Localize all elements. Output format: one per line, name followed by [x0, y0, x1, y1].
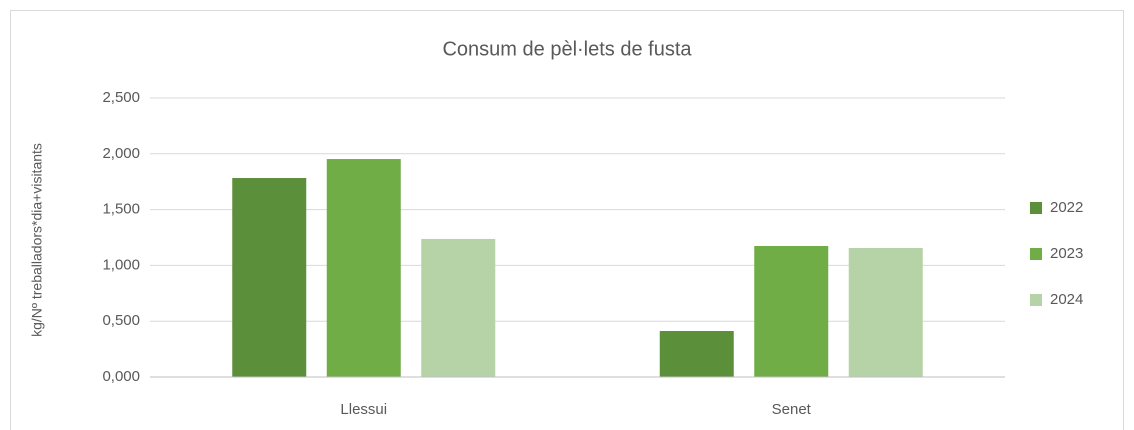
- y-axis-title: kg/Nº treballadors*dia+visitants: [29, 143, 45, 337]
- legend-label: 2022: [1050, 199, 1083, 216]
- bar: [754, 245, 829, 377]
- bar: [848, 247, 923, 377]
- x-tick-label: Llessui: [340, 401, 387, 418]
- legend-label: 2023: [1050, 245, 1083, 262]
- y-tick-label: 0,500: [102, 312, 140, 329]
- legend-swatch: [1030, 294, 1042, 306]
- y-tick-label: 2,500: [102, 89, 140, 106]
- bar: [421, 238, 496, 377]
- chart-border: [10, 10, 1124, 430]
- y-tick-label: 0,000: [102, 368, 140, 385]
- bar: [232, 178, 307, 377]
- x-tick-label: Senet: [772, 401, 812, 418]
- bar: [659, 331, 734, 377]
- bar: [326, 159, 401, 377]
- y-tick-label: 1,000: [102, 256, 140, 273]
- y-tick-label: 2,000: [102, 145, 140, 162]
- chart-title: Consum de pèl·lets de fusta: [442, 38, 692, 60]
- legend-swatch: [1030, 202, 1042, 214]
- legend-label: 2024: [1050, 291, 1083, 308]
- y-tick-label: 1,500: [102, 201, 140, 218]
- legend-swatch: [1030, 248, 1042, 260]
